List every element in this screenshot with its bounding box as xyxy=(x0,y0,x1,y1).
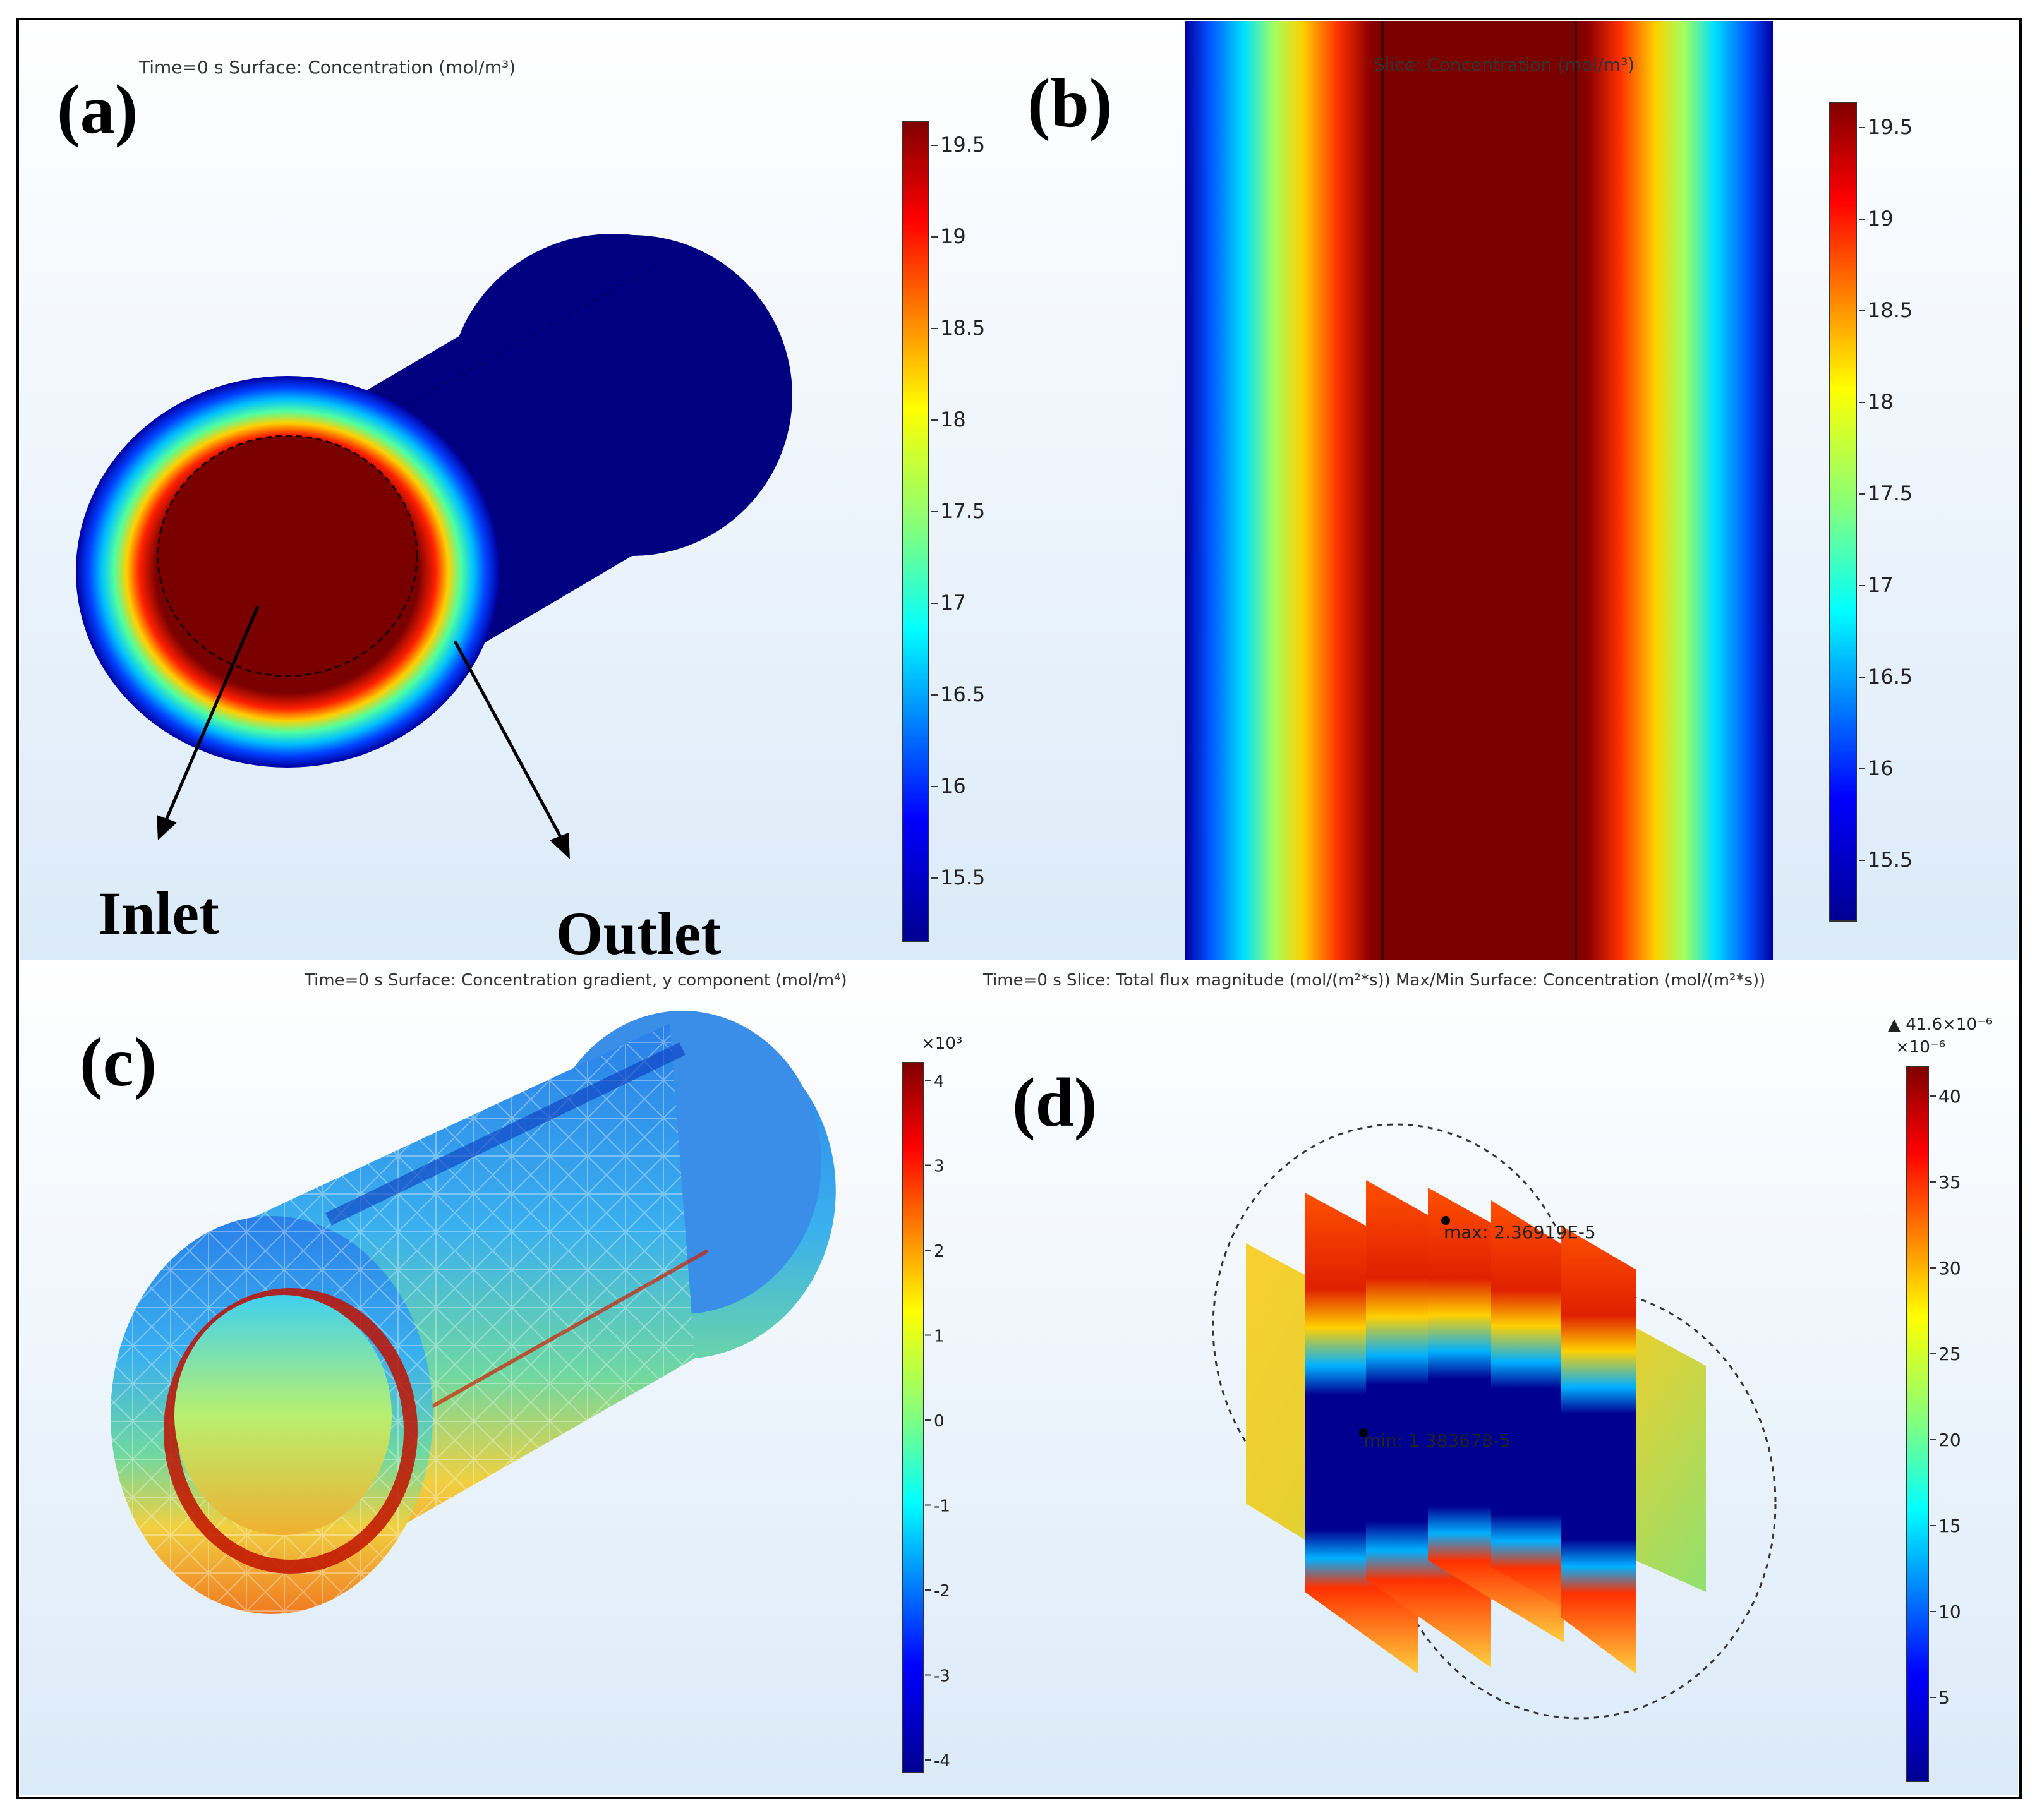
colorbar-tick-label: 18 xyxy=(940,407,966,431)
colorbar-tick-label: 16.5 xyxy=(1868,665,1913,689)
panel-a: Time=0 s Surface: Concentration (mol/m³)… xyxy=(20,21,1185,967)
colorbar-tick-label: 18 xyxy=(1868,390,1894,414)
colorbar-tick-label: -4 xyxy=(934,1752,950,1771)
panel-c-label: (c) xyxy=(80,1023,157,1100)
panel-c-header: Time=0 s Surface: Concentration gradient… xyxy=(304,971,847,990)
colorbar-tick-label: 2 xyxy=(934,1242,945,1261)
panel-b: Slice: Concentration (mol/m³) (b) 19.519… xyxy=(1027,21,2018,960)
colorbar-tick-label: 17.5 xyxy=(940,499,985,523)
panel-a-colorbar xyxy=(902,121,929,942)
outlet-arrowhead xyxy=(550,833,570,859)
colorbar-tick-label: 18.5 xyxy=(1868,298,1913,322)
colorbar-tick-label: -1 xyxy=(934,1497,950,1516)
panel-c: Time=0 s Surface: Concentration gradient… xyxy=(20,960,981,1795)
outlet-label: Outlet xyxy=(556,900,721,967)
gradient-inner-core xyxy=(174,1295,392,1535)
panel-b-label: (b) xyxy=(1027,64,1112,142)
max-marker xyxy=(1441,1216,1450,1225)
gradient-dark-band xyxy=(325,1042,686,1226)
colorbar-tick-label: 15.5 xyxy=(940,865,985,889)
colorbar-tick-label: 5 xyxy=(1938,1687,1950,1708)
colorbar-tick-label: 19 xyxy=(940,224,966,248)
colorbar-tick-label: 16.5 xyxy=(940,682,985,706)
panel-a-colorbar-ticks: 19.5 19 18.5 18 17.5 17 16.5 16 15.5 xyxy=(931,133,985,889)
min-marker xyxy=(1359,1428,1368,1437)
colorbar-tick-label: 19.5 xyxy=(1868,115,1913,139)
panel-c-colorbar-ticks: 4 3 2 1 0 -1 -2 -3 -4 xyxy=(925,1072,950,1771)
panel-d-max-indicator: ▲ 41.6×10⁻⁶ xyxy=(1888,1015,1992,1034)
colorbar-tick-label: 17.5 xyxy=(1868,481,1913,505)
colorbar-tick-label: 19 xyxy=(1868,207,1894,231)
inlet-arrow xyxy=(164,606,260,822)
colorbar-tick-label: 16 xyxy=(940,774,966,798)
max-annotation: max: 2.36919E-5 xyxy=(1444,1222,1596,1243)
colorbar-tick-label: 4 xyxy=(934,1072,945,1091)
panel-b-colorbar-ticks: 19.5 19 18.5 18 17.5 17 16.5 16 15.5 xyxy=(1859,115,1913,872)
panel-d-label: (d) xyxy=(1012,1064,1097,1141)
colorbar-tick-label: 18.5 xyxy=(940,316,985,340)
colorbar-tick-label: 10 xyxy=(1938,1601,1961,1622)
inlet-core xyxy=(157,435,418,677)
colorbar-tick-label: 15 xyxy=(1938,1516,1961,1536)
colorbar-tick-label: 1 xyxy=(934,1327,945,1346)
colorbar-tick-label: -2 xyxy=(934,1582,950,1601)
colorbar-tick-label: 17 xyxy=(1868,573,1894,597)
colorbar-tick-label: 17 xyxy=(940,591,966,615)
gradient-inner-ring xyxy=(164,1288,418,1574)
panel-d-colorbar-exponent: ×10⁻⁶ xyxy=(1895,1038,1945,1057)
gradient-red-streak xyxy=(416,1249,709,1417)
panel-a-header: Time=0 s Surface: Concentration (mol/m³) xyxy=(138,57,516,78)
colorbar-tick-label: 15.5 xyxy=(1868,848,1913,872)
colorbar-tick-label: -3 xyxy=(934,1667,950,1686)
panel-b-slice xyxy=(1185,21,1773,960)
colorbar-tick-label: 16 xyxy=(1868,756,1894,780)
colorbar-tick-label: 35 xyxy=(1938,1172,1961,1193)
panel-d-header: Time=0 s Slice: Total flux magnitude (mo… xyxy=(982,971,1765,990)
colorbar-tick-label: 0 xyxy=(934,1412,945,1431)
inlet-arrowhead xyxy=(157,815,177,840)
colorbar-tick-label: 30 xyxy=(1938,1258,1961,1279)
panel-d-colorbar-ticks: 40 35 30 25 20 15 10 5 xyxy=(1930,1086,1961,1708)
panel-c-colorbar xyxy=(902,1062,924,1773)
colorbar-tick-label: 25 xyxy=(1938,1344,1961,1365)
panel-c-colorbar-exponent: ×10³ xyxy=(921,1034,962,1053)
inlet-label: Inlet xyxy=(98,879,219,947)
colorbar-tick-label: 40 xyxy=(1938,1086,1961,1107)
flux-slice-5 xyxy=(1561,1226,1636,1674)
panel-d: Time=0 s Slice: Total flux magnitude (mo… xyxy=(981,960,2018,1795)
domain-outline-back xyxy=(1382,1287,1777,1720)
colorbar-tick-label: 3 xyxy=(934,1157,945,1176)
panel-b-colorbar xyxy=(1829,102,1857,922)
panel-d-colorbar xyxy=(1906,1066,1929,1782)
outlet-arrow xyxy=(453,640,564,841)
colorbar-tick-label: 20 xyxy=(1938,1430,1961,1450)
colorbar-tick-label: 19.5 xyxy=(940,133,985,157)
min-annotation: min: 1.383678-5 xyxy=(1363,1430,1511,1451)
panel-b-header: Slice: Concentration (mol/m³) xyxy=(1374,54,1635,75)
panel-a-label: (a) xyxy=(57,71,138,148)
